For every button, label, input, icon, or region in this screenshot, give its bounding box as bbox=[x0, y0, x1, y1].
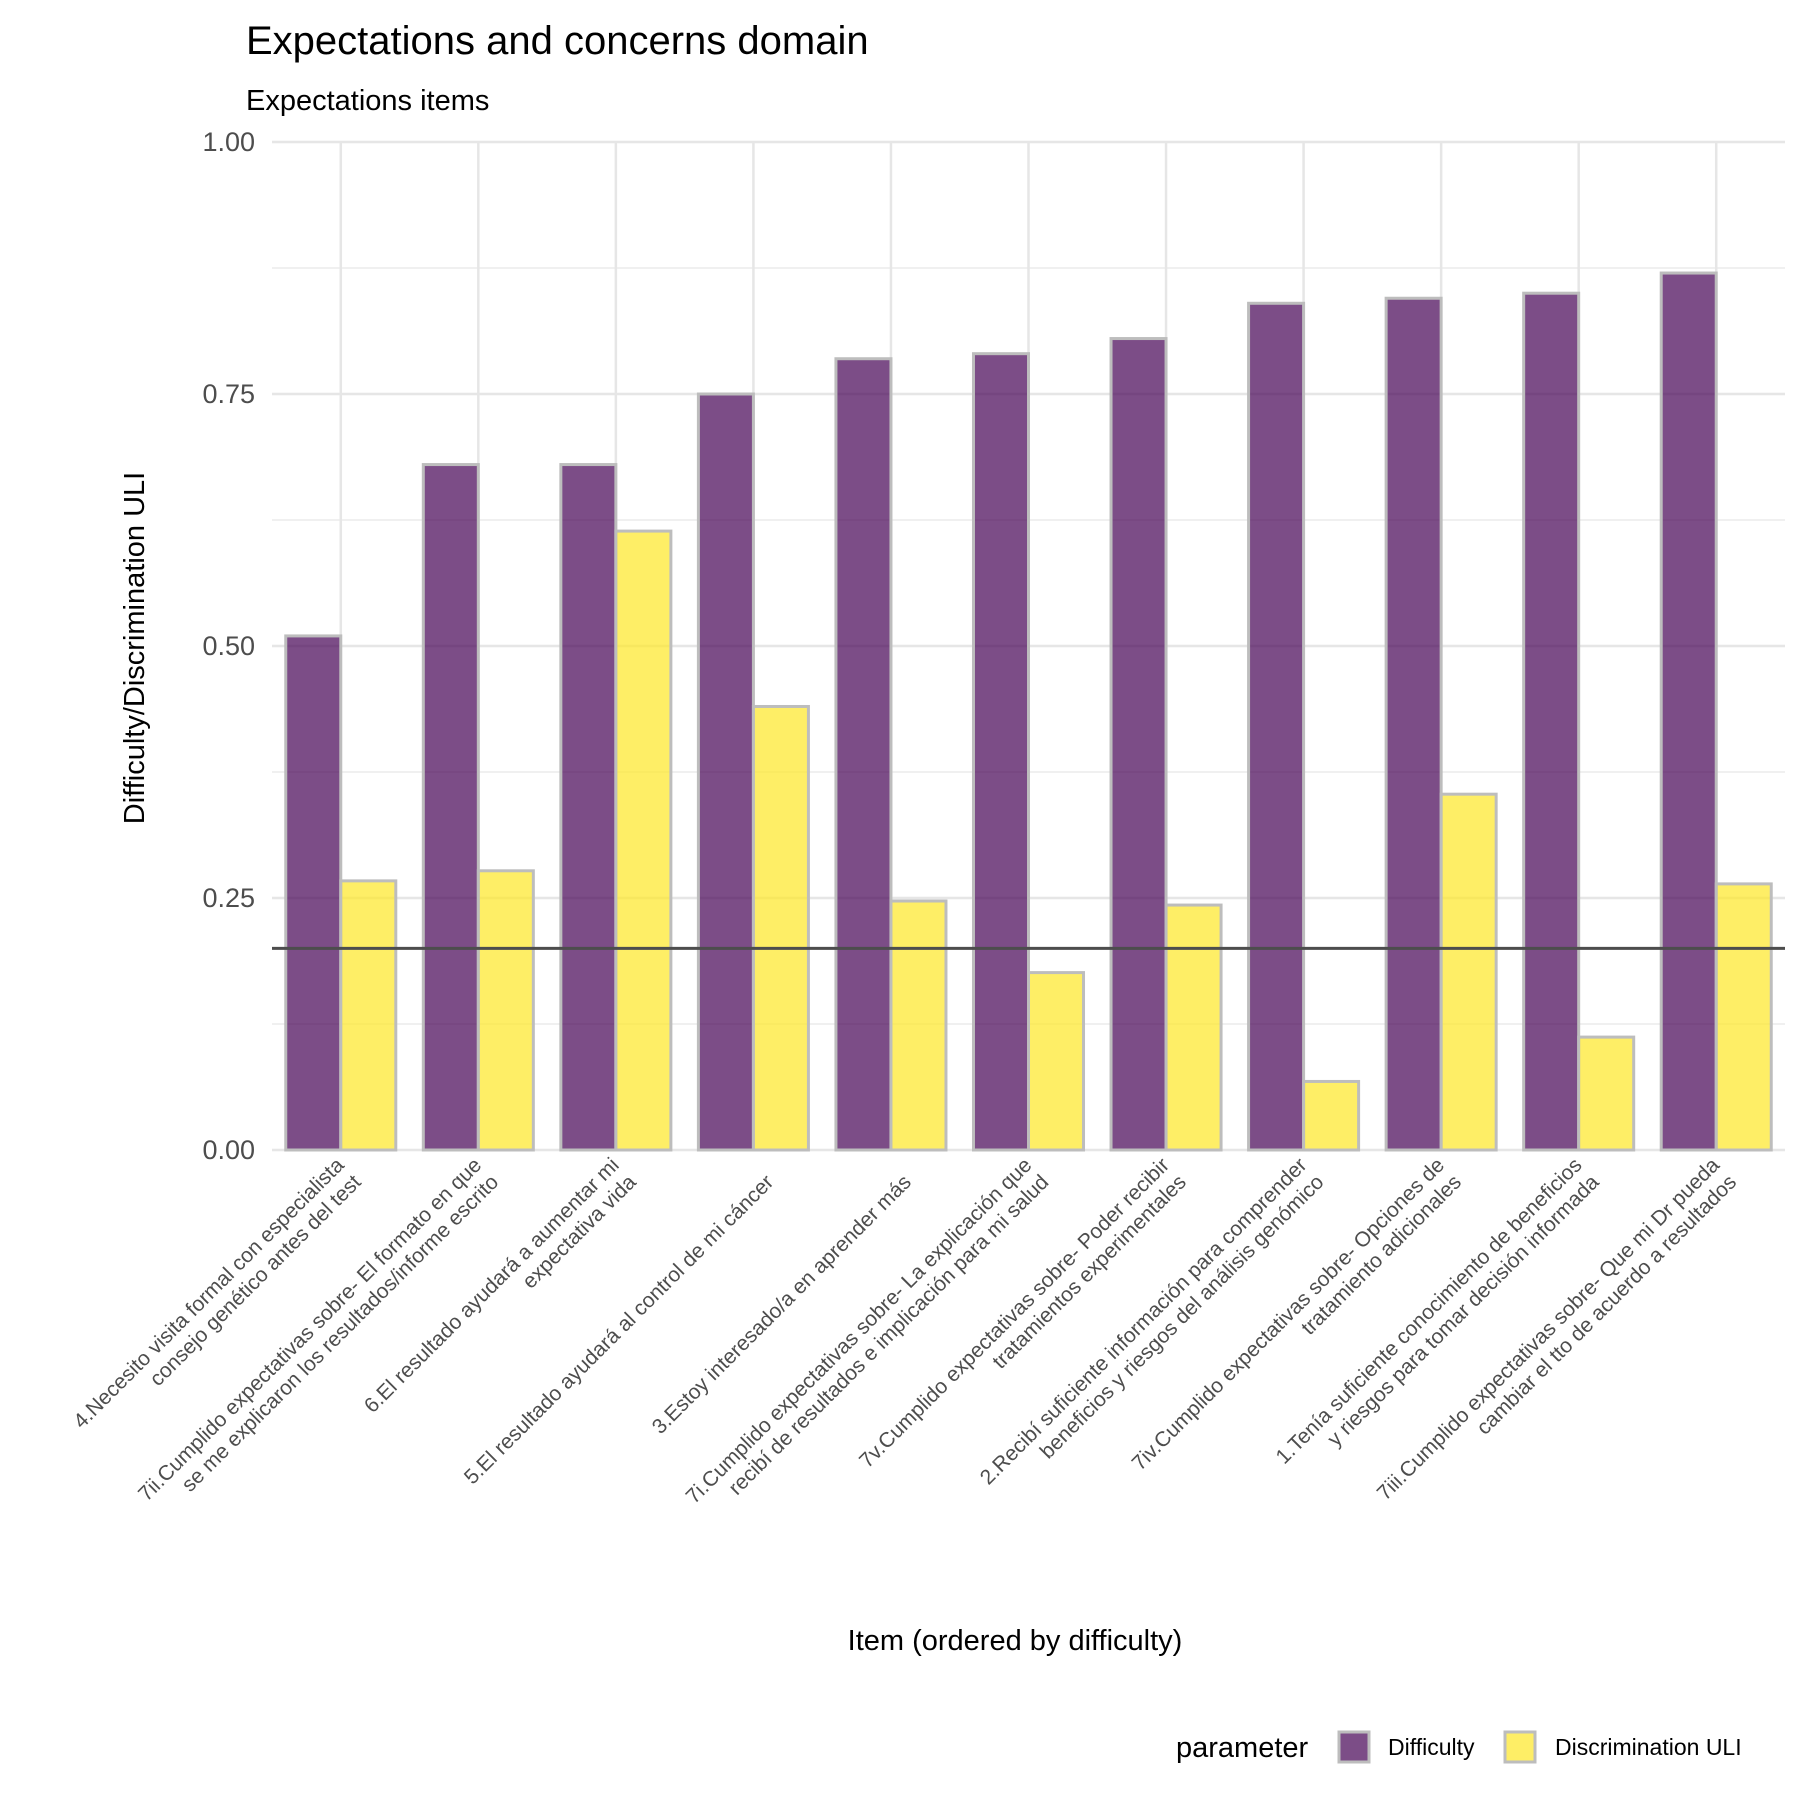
x-tick-labels: 4.Necesito visita formal con especialist… bbox=[69, 1153, 1741, 1508]
legend: parameter Difficulty Discrimination ULI bbox=[1176, 1730, 1742, 1764]
bar-difficulty bbox=[1522, 291, 1581, 1152]
bar-discrimination bbox=[1027, 971, 1086, 1152]
y-tick-label: 0.50 bbox=[202, 631, 255, 661]
bars bbox=[284, 271, 1773, 1152]
bar-discrimination bbox=[339, 879, 398, 1152]
bar-difficulty bbox=[696, 392, 755, 1152]
x-tick-label-text: 6.El resultado ayudará a aumentar miexpe… bbox=[360, 1153, 641, 1434]
legend-label-discrimination: Discrimination ULI bbox=[1555, 1734, 1742, 1760]
bar-discrimination bbox=[1302, 1079, 1361, 1152]
bar-discrimination bbox=[1714, 882, 1773, 1152]
bar-discrimination bbox=[1577, 1035, 1636, 1152]
bar-difficulty bbox=[834, 357, 893, 1152]
x-axis-title: Item (ordered by difficulty) bbox=[848, 1625, 1183, 1657]
legend-label-difficulty: Difficulty bbox=[1388, 1734, 1475, 1760]
bar-discrimination bbox=[889, 899, 948, 1152]
bar-difficulty bbox=[971, 352, 1030, 1152]
legend-title: parameter bbox=[1176, 1732, 1309, 1764]
y-tick-label: 0.00 bbox=[202, 1135, 255, 1165]
y-tick-label: 1.00 bbox=[202, 127, 255, 157]
bar-discrimination bbox=[476, 869, 535, 1152]
x-tick-label-line: 5.El resultado ayudará al control de mi … bbox=[460, 1171, 778, 1489]
x-tick-label-line: consejo genético antes del test bbox=[145, 1170, 365, 1390]
legend-key-discrimination bbox=[1503, 1730, 1537, 1764]
x-tick-label-line: 4.Necesito visita formal con especialist… bbox=[69, 1153, 349, 1433]
x-tick-label: 5.El resultado ayudará al control de mi … bbox=[460, 1171, 778, 1489]
bar-difficulty bbox=[284, 634, 343, 1152]
chart-subtitle: Expectations items bbox=[246, 85, 489, 117]
bar-discrimination bbox=[614, 529, 673, 1152]
bar-difficulty bbox=[1109, 337, 1168, 1152]
bar-difficulty bbox=[559, 463, 618, 1152]
y-tick-labels: 0.00 0.25 0.50 0.75 1.00 bbox=[202, 127, 255, 1165]
bar-difficulty bbox=[421, 463, 480, 1152]
x-tick-label-text: 5.El resultado ayudará al control de mi … bbox=[460, 1171, 778, 1489]
bar-discrimination bbox=[1439, 792, 1498, 1152]
legend-key-difficulty bbox=[1337, 1730, 1371, 1764]
y-axis-title: Difficulty/Discrimination ULI bbox=[119, 472, 151, 824]
bar-difficulty bbox=[1659, 271, 1718, 1152]
y-tick-label: 0.75 bbox=[202, 379, 255, 409]
bar-difficulty bbox=[1384, 296, 1443, 1152]
y-tick-label: 0.25 bbox=[202, 883, 255, 913]
bar-discrimination bbox=[751, 704, 810, 1152]
x-tick-label: 6.El resultado ayudará a aumentar miexpe… bbox=[360, 1153, 641, 1434]
chart-title: Expectations and concerns domain bbox=[246, 19, 869, 63]
bar-discrimination bbox=[1164, 903, 1223, 1152]
bar-difficulty bbox=[1247, 301, 1306, 1152]
